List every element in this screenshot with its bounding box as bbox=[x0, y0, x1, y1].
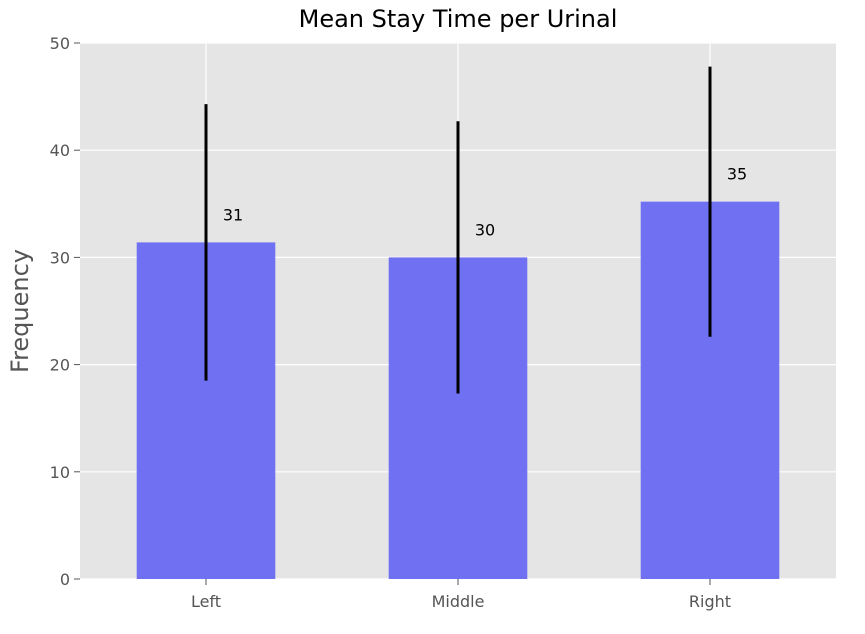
y-tick-label: 20 bbox=[50, 356, 70, 375]
y-tick-label: 50 bbox=[50, 34, 70, 53]
x-tick-label: Left bbox=[191, 592, 221, 611]
bars bbox=[136, 201, 780, 579]
data-label: 35 bbox=[727, 165, 747, 184]
y-tick-label: 10 bbox=[50, 463, 70, 482]
y-tick-label: 30 bbox=[50, 248, 70, 267]
error-bars bbox=[204, 66, 712, 394]
y-axis-ticks: 0 10 20 30 40 50 bbox=[50, 34, 80, 589]
data-labels: 31 30 35 bbox=[223, 165, 747, 240]
y-tick-label: 40 bbox=[50, 141, 70, 160]
y-axis-label: Frequency bbox=[6, 249, 34, 373]
chart-title: Mean Stay Time per Urinal bbox=[299, 5, 618, 33]
x-tick-label: Right bbox=[689, 592, 731, 611]
data-label: 31 bbox=[223, 205, 243, 224]
x-axis-ticks: Left Middle Right bbox=[191, 579, 731, 611]
x-tick-label: Middle bbox=[432, 592, 485, 611]
y-tick-label: 0 bbox=[60, 570, 70, 589]
data-label: 30 bbox=[475, 220, 495, 239]
